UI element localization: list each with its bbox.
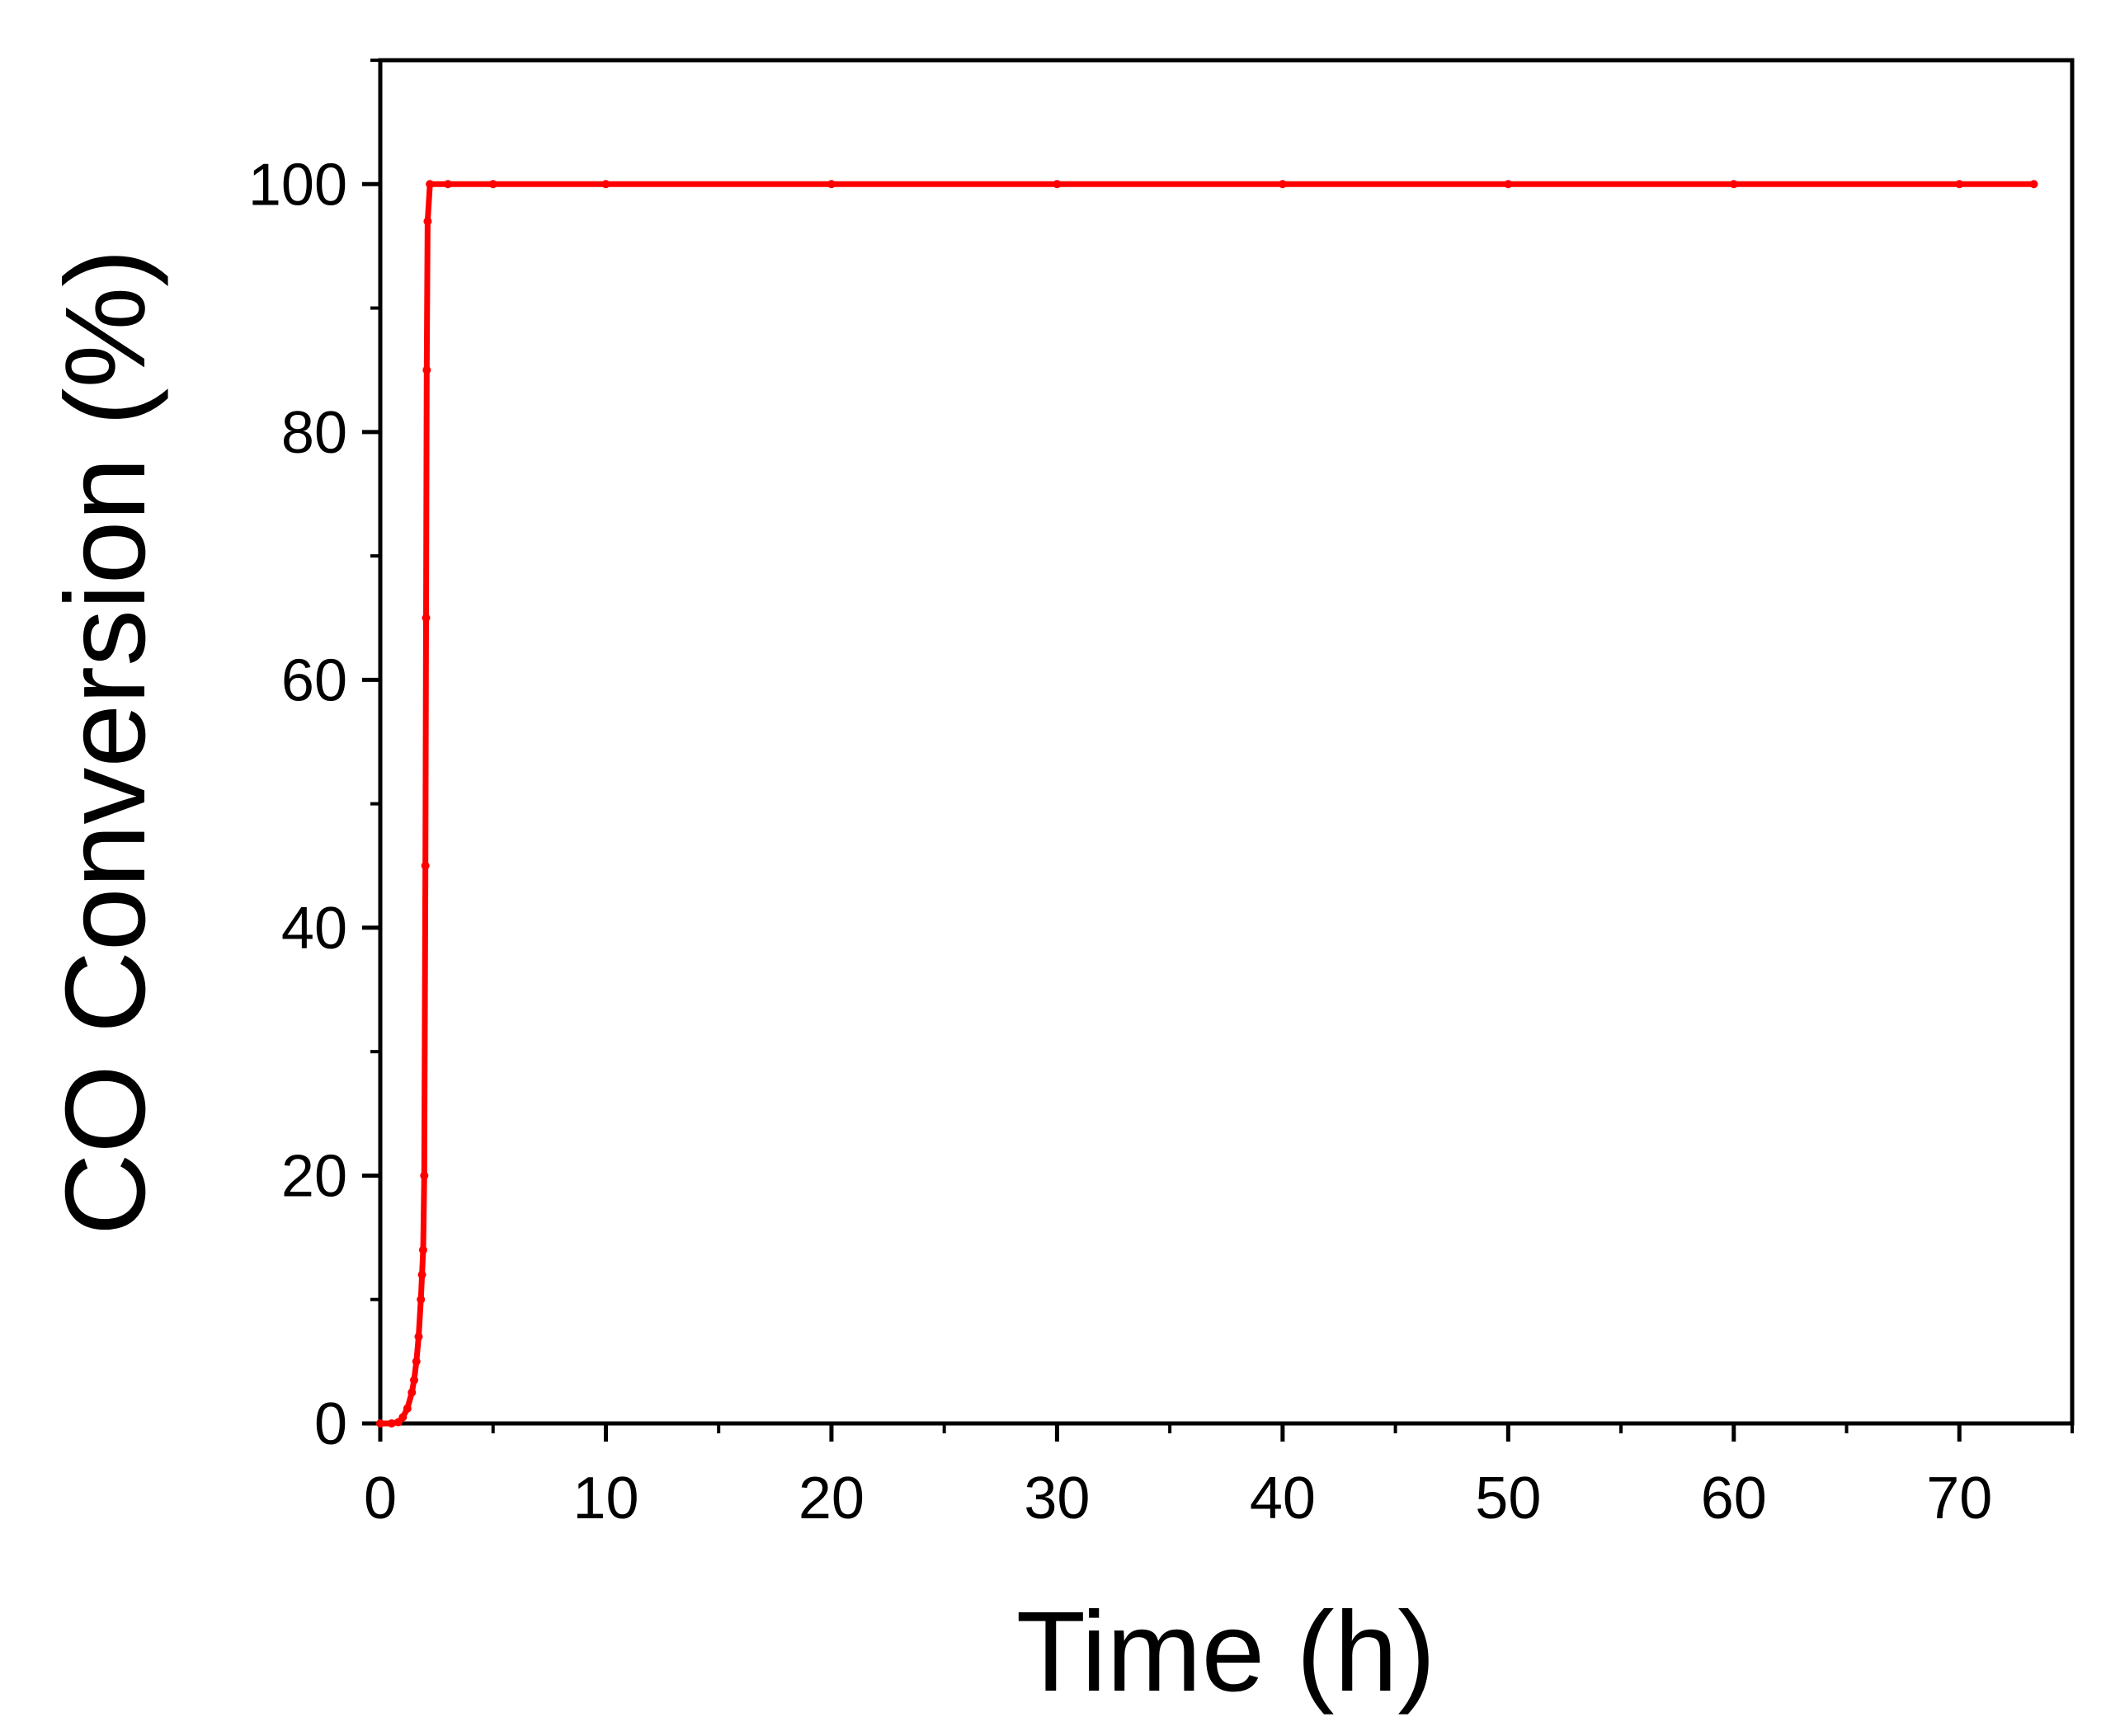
x-axis-title: Time (h) <box>1016 1588 1436 1715</box>
data-point <box>423 217 432 226</box>
data-point <box>1278 180 1287 189</box>
data-point <box>418 1245 427 1254</box>
data-point <box>488 180 497 189</box>
series-line <box>377 181 2037 1427</box>
x-tick-label: 10 <box>572 1465 638 1531</box>
data-point <box>387 1419 396 1428</box>
data-point <box>1504 180 1513 189</box>
data-point <box>1955 180 1964 189</box>
x-tick-label: 70 <box>1926 1465 1992 1531</box>
data-point <box>2029 180 2038 189</box>
data-point <box>1729 180 1738 189</box>
data-point <box>398 1413 408 1422</box>
y-tick-label: 40 <box>281 896 347 962</box>
data-point <box>601 180 610 189</box>
data-point <box>422 365 431 374</box>
data-point <box>421 861 430 870</box>
x-tick-label: 40 <box>1250 1465 1316 1531</box>
data-point <box>412 1357 421 1366</box>
x-tick-label: 0 <box>364 1465 397 1531</box>
data-point <box>376 1419 384 1428</box>
x-axis-tick-labels: 0 10 20 30 40 50 60 70 <box>364 1465 1992 1531</box>
x-tick-label: 20 <box>799 1465 864 1531</box>
x-tick-label: 30 <box>1024 1465 1090 1531</box>
plot-frame <box>378 58 2075 1426</box>
data-point <box>410 1376 419 1385</box>
x-axis-ticks <box>378 1423 2074 1442</box>
data-point <box>444 180 453 189</box>
x-tick-label: 60 <box>1701 1465 1767 1531</box>
series-layer <box>376 180 2038 1428</box>
data-point <box>1053 180 1062 189</box>
x-tick-label: 50 <box>1475 1465 1541 1531</box>
y-axis-ticks <box>362 59 380 1426</box>
y-tick-label: 20 <box>281 1143 347 1209</box>
data-point <box>408 1388 417 1397</box>
y-tick-label: 80 <box>281 400 347 466</box>
data-point <box>403 1404 412 1413</box>
data-point <box>827 180 836 189</box>
data-point <box>417 1295 426 1304</box>
data-point <box>414 1332 423 1341</box>
data-point <box>417 1270 426 1279</box>
y-tick-label: 0 <box>314 1391 347 1457</box>
y-tick-label: 100 <box>248 152 347 218</box>
y-axis-tick-labels: 0 20 40 60 80 100 <box>248 152 347 1457</box>
data-point <box>426 180 435 189</box>
data-point <box>422 614 431 623</box>
y-tick-label: 60 <box>281 647 347 713</box>
y-axis-title: CO Conversion (%) <box>42 249 169 1235</box>
data-point <box>420 1171 429 1180</box>
